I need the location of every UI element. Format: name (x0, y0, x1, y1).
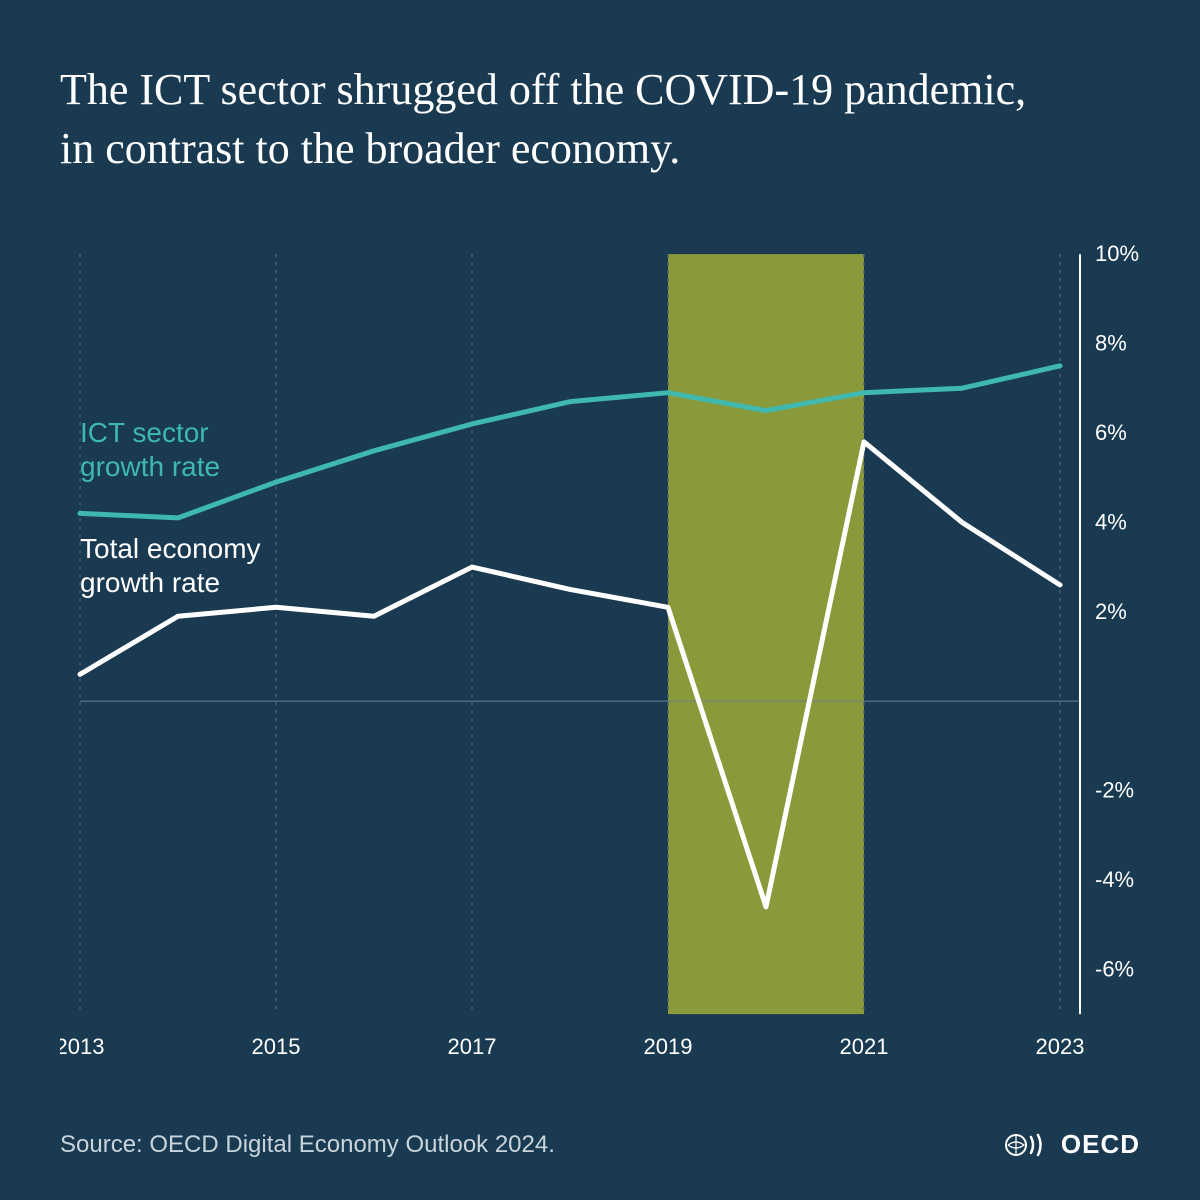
oecd-logo-icon (1005, 1132, 1055, 1158)
x-tick-label: 2015 (252, 1034, 301, 1059)
x-tick-label: 2023 (1036, 1034, 1085, 1059)
series-label: growth rate (80, 451, 220, 482)
x-tick-label: 2017 (448, 1034, 497, 1059)
chart-title: The ICT sector shrugged off the COVID-19… (60, 60, 1060, 179)
oecd-logo-text: OECD (1061, 1129, 1140, 1160)
series-label: Total economy (80, 533, 261, 564)
y-tick-label: -6% (1095, 956, 1134, 981)
x-tick-label: 2019 (644, 1034, 693, 1059)
series-label: growth rate (80, 567, 220, 598)
series-line (80, 442, 1060, 907)
y-tick-label: 4% (1095, 509, 1127, 534)
y-tick-label: 2% (1095, 599, 1127, 624)
y-tick-label: -4% (1095, 867, 1134, 892)
y-tick-label: 8% (1095, 330, 1127, 355)
series-label: ICT sector (80, 417, 209, 448)
chart-area: -6% -4% -2% 2% 4% 6% 8% 10% 2013 2015 2017 2019 2021… (60, 219, 1150, 1099)
y-tick-label: -2% (1095, 777, 1134, 802)
oecd-logo: OECD (1005, 1129, 1140, 1160)
x-tick-label: 2021 (840, 1034, 889, 1059)
series-line (80, 366, 1060, 518)
y-tick-label: 6% (1095, 420, 1127, 445)
y-tick-label: 10% (1095, 241, 1139, 266)
x-tick-label: 2013 (60, 1034, 104, 1059)
source-text: Source: OECD Digital Economy Outlook 202… (60, 1131, 555, 1159)
line-chart: -6% -4% -2% 2% 4% 6% 8% 10% 2013 2015 2017 2019 2021… (60, 219, 1150, 1099)
